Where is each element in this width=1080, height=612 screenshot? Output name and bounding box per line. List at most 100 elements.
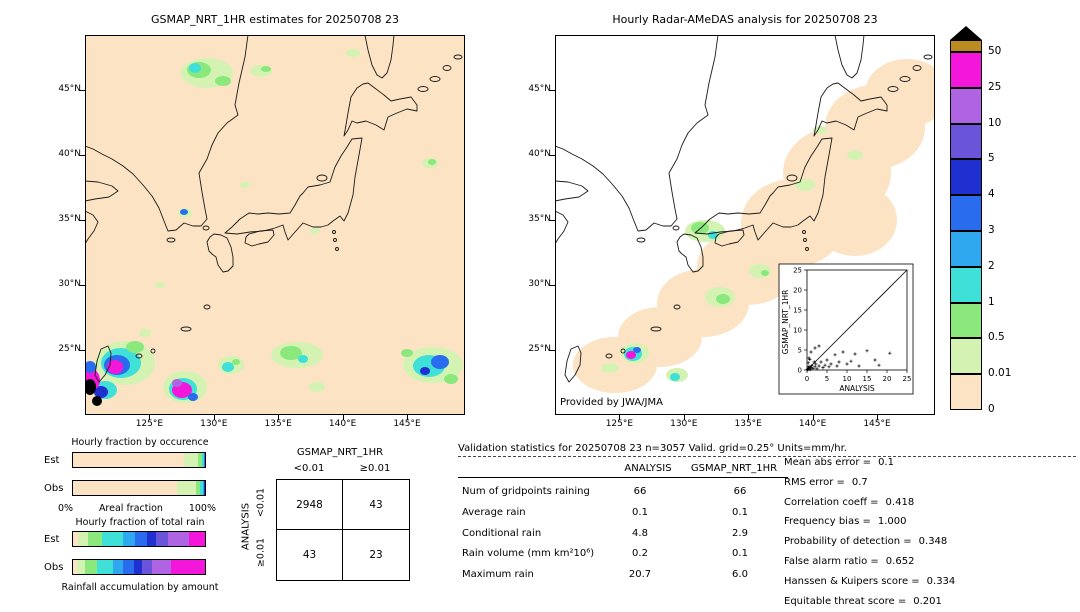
stats-gsmap-value: 6.0 — [732, 569, 748, 581]
totalrain-est-bar-segment — [135, 532, 147, 546]
radar-coverage-blob — [813, 184, 897, 256]
precip-blob — [94, 386, 108, 398]
stats-analysis-value: 0.1 — [632, 506, 648, 518]
lat-tick-mark — [550, 284, 555, 286]
lon-tick-mark — [683, 415, 685, 420]
occurrence-obs-bar-segment — [204, 481, 205, 495]
lon-tick-mark — [877, 415, 878, 420]
totalrain-est-row-label: Est — [44, 534, 60, 545]
colorbar-tick-label: 0 — [988, 403, 995, 415]
score-value: 0.7 — [851, 476, 868, 488]
score-row: Mean abs error = 0.1 — [784, 457, 894, 468]
precip-blob — [280, 346, 302, 360]
precip-blob — [222, 362, 234, 372]
contingency-col-label-0: <0.01 — [293, 463, 325, 474]
scatter-point — [815, 367, 819, 371]
scatter-point — [817, 344, 821, 348]
inset-x-tick-label: 0 — [805, 375, 809, 383]
scatter-point — [813, 365, 817, 369]
totalrain-obs-bar-segment — [141, 560, 153, 574]
stats-row-label: Rain volume (mm km²10⁶) — [462, 548, 595, 560]
score-value: 1.000 — [877, 516, 907, 528]
colorbar-tick-label: 50 — [988, 45, 1002, 57]
lon-tick-mark — [407, 415, 408, 420]
score-value: 0.334 — [926, 575, 956, 587]
score-label: Frequency bias = — [784, 516, 871, 528]
colorbar-tick-label: 2 — [988, 259, 995, 272]
scatter-point — [888, 351, 892, 355]
score-value: 0.201 — [913, 595, 942, 607]
inset-y-tick-label: 20 — [793, 287, 802, 295]
scatter-point — [817, 364, 821, 368]
precip-blob — [84, 361, 96, 373]
precip-blob — [761, 270, 769, 276]
colorbar-box — [950, 374, 982, 410]
colorbar-tick-label: 4 — [988, 188, 995, 201]
precip-blob — [298, 355, 308, 363]
stats-row: Maximum rain 20.7 6.0 — [458, 569, 794, 585]
inset-y-tick-label: 10 — [793, 327, 802, 335]
stats-header: Validation statistics for 20250708 23 n=… — [458, 443, 847, 454]
totalrain-est-bar-segment — [123, 532, 135, 546]
precip-blob — [189, 63, 201, 73]
lat-tick-mark — [80, 219, 85, 221]
totalrain-est-bar-segment — [87, 532, 103, 546]
scatter-point — [809, 366, 813, 370]
score-value: 0.418 — [885, 496, 915, 508]
totalrain-est-bar-segment — [73, 532, 79, 546]
precip-blob — [107, 360, 123, 374]
lat-tick-label: 30°N — [528, 278, 551, 289]
colorbar-tick-label: 0.5 — [988, 331, 1005, 344]
occurrence-est-bar-segment — [183, 453, 199, 467]
scatter-point — [821, 366, 825, 370]
inset-y-tick-label: 15 — [793, 307, 802, 315]
colorbar-box — [950, 40, 982, 52]
stats-row: Num of gridpoints raining 66 66 — [458, 486, 794, 502]
lon-tick-label: 125°E — [135, 419, 164, 429]
contingency-cell: 43 — [343, 480, 409, 530]
axis-center-label: Areal fraction — [98, 503, 163, 514]
lon-tick-label: 145°E — [393, 419, 421, 429]
scatter-point — [810, 364, 814, 368]
precip-blob — [180, 209, 188, 215]
totalrain-obs-row-label: Obs — [44, 562, 64, 573]
colorbar-tick-label: 25 — [988, 80, 1002, 93]
occurrence-obs-bar-segment — [195, 481, 201, 495]
scatter-point — [835, 364, 839, 368]
stats-row: Rain volume (mm km²10⁶) 0.2 0.1 — [458, 548, 794, 564]
scatter-point — [829, 362, 833, 366]
colorbar-box — [950, 195, 982, 231]
occurrence-obs-bar-segment — [73, 481, 178, 495]
colorbar-box — [950, 338, 982, 375]
precip-blob — [188, 393, 198, 401]
totalrain-obs-bar-segment — [170, 560, 205, 574]
colorbar-box — [950, 52, 982, 88]
score-row: Hanssen & Kuipers score = 0.334 — [784, 576, 955, 587]
score-label: RMS error = — [784, 476, 845, 488]
occurrence-est-bar-segment — [198, 453, 202, 467]
lon-tick-mark — [213, 415, 215, 420]
stats-row-label: Num of gridpoints raining — [462, 486, 590, 497]
stats-analysis-value: 20.7 — [628, 569, 652, 581]
precip-blob — [691, 222, 709, 234]
score-row: Correlation coeff = 0.418 — [784, 497, 914, 508]
precip-blob — [431, 355, 449, 369]
totalrain-est-bar-segment — [189, 532, 205, 546]
totalrain-est-bar — [72, 531, 206, 547]
precip-blob — [420, 367, 430, 375]
inset-x-tick-label: 25 — [903, 375, 912, 383]
lat-tick-mark — [550, 154, 555, 156]
lat-tick-label: 35°N — [58, 213, 81, 224]
lon-tick-mark — [278, 415, 280, 420]
lon-tick-label: 145°E — [863, 419, 891, 429]
precip-blob — [215, 76, 231, 86]
scatter-point — [808, 368, 812, 372]
right-map-svg: 00 5 5 10 10 15 15 20 20 25 25 ANALYSIS GSMAP_NRT_1H… — [554, 34, 949, 415]
scatter-inset: 00 5 5 10 10 15 15 20 20 25 25 ANALYSIS GSMAP_NRT_1H… — [778, 263, 914, 395]
lon-tick-label: 130°E — [670, 419, 698, 429]
contingency-table: 2948 43 43 23 — [276, 479, 410, 581]
totalrain-est-bar-segment — [146, 532, 157, 546]
score-label: Hanssen & Kuipers score = — [784, 575, 920, 587]
precip-blob — [346, 49, 360, 57]
